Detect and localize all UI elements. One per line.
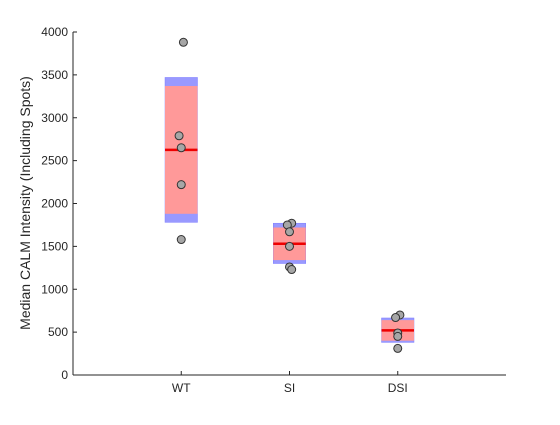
y-tick-label: 2000 [41,197,68,211]
axes-layer: 0 500 1000 1500 2000 2500 3000 3500 4000 WT SI DSI [41,25,506,395]
data-point [393,331,403,341]
x-tick-label: SI [284,381,295,395]
y-tick-label: 2500 [41,154,68,168]
points-layer [174,37,405,353]
data-point [393,343,403,353]
y-axis-label: Median CALM Intensity (Including Spots) [17,76,33,330]
bands-layer [164,77,415,343]
y-tick-label: 1500 [41,239,68,253]
data-point [174,131,184,141]
data-point [285,241,294,251]
data-point [178,37,188,47]
y-tick-label: 0 [61,368,68,382]
data-point [176,143,186,153]
x-tick-label: DSI [388,381,408,395]
y-tick-label: 500 [48,325,68,339]
y-tick-label: 3000 [41,111,68,125]
data-point [176,235,186,245]
data-point [285,227,294,237]
y-tick-label: 1000 [41,282,68,296]
x-tick-label: WT [172,381,191,395]
data-point [287,265,297,275]
y-tick-label: 3500 [41,68,68,82]
data-point [391,313,401,323]
data-point [176,180,186,190]
y-tick-label: 4000 [41,25,68,39]
